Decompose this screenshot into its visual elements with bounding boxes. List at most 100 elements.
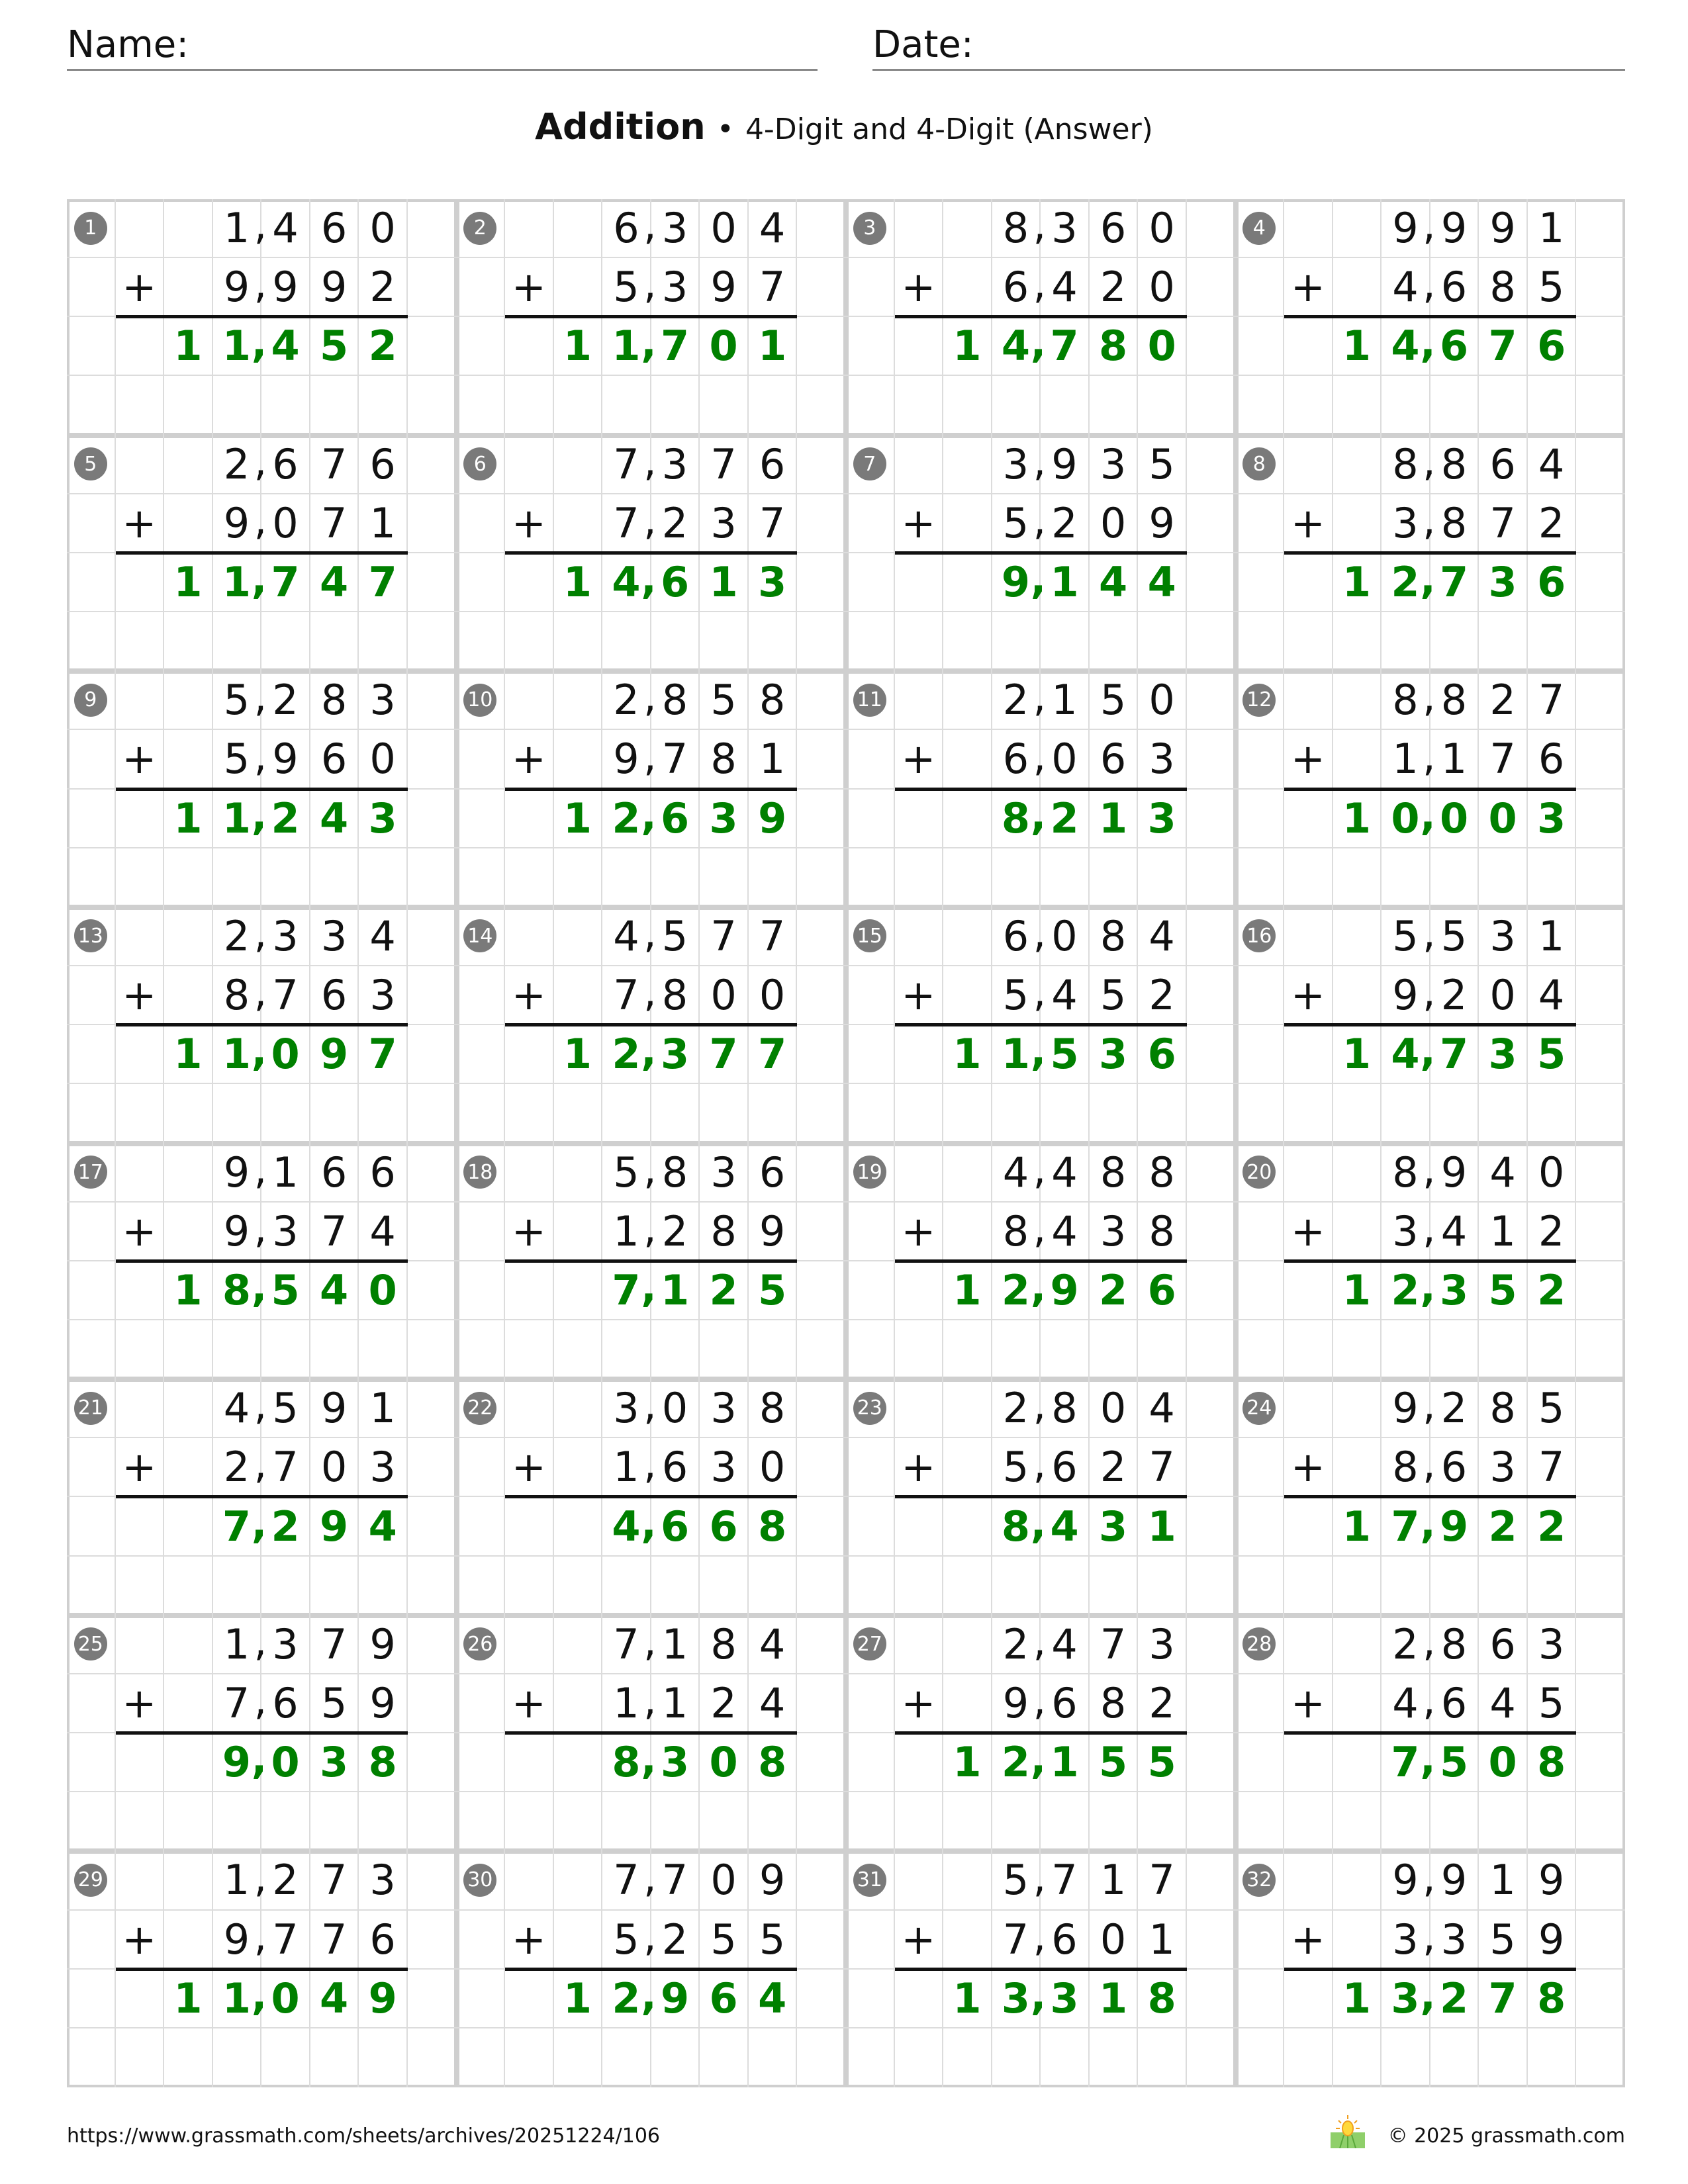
grid-cell bbox=[894, 907, 944, 967]
sum-line bbox=[894, 787, 1187, 791]
addend-top-digit: 9, bbox=[1382, 199, 1436, 259]
grid-cell bbox=[846, 1792, 895, 1852]
addend-bottom-digit: 3 bbox=[1479, 1438, 1528, 1498]
answer-digit: 2 bbox=[1527, 1497, 1577, 1557]
grid-cell bbox=[1284, 612, 1333, 672]
grid-cell bbox=[553, 1202, 603, 1261]
grid-cell bbox=[505, 1320, 554, 1380]
addend-bottom-digit: 7 bbox=[310, 1202, 359, 1261]
grid-cell bbox=[797, 317, 846, 377]
addend-top-digit: 8 bbox=[1138, 1143, 1187, 1203]
date-field[interactable]: Date: bbox=[872, 23, 1625, 71]
problem-27: 27 2, 4 7 3 +9, 6 8 2 1 2, 1 5 5 bbox=[846, 1615, 1236, 1852]
answer-digit: 1 bbox=[164, 1025, 213, 1085]
addend-top-digit: 7 bbox=[651, 1851, 700, 1911]
thousands-comma: , bbox=[643, 731, 657, 780]
name-label: Name: bbox=[67, 23, 189, 66]
grid-cell bbox=[797, 1320, 846, 1379]
grid-cell bbox=[943, 730, 992, 790]
grid-cell bbox=[1284, 1261, 1333, 1320]
grid-cell bbox=[407, 1851, 457, 1911]
sum-line bbox=[505, 1967, 798, 1971]
answer-digit: 9 bbox=[748, 789, 798, 848]
grid-cell: 16 bbox=[1235, 907, 1285, 967]
thousands-comma: , bbox=[254, 1144, 267, 1193]
answer-digit: 1 bbox=[164, 789, 213, 848]
addend-bottom-digit: 7 bbox=[748, 494, 798, 553]
name-field[interactable]: Name: bbox=[67, 23, 818, 71]
grid-cell bbox=[505, 1851, 554, 1911]
grid-cell bbox=[797, 553, 846, 613]
grid-cell: 2 bbox=[456, 199, 506, 259]
sum-line bbox=[894, 551, 1187, 555]
grid-cell bbox=[457, 2028, 506, 2087]
problem-number-badge: 6 bbox=[463, 447, 497, 481]
grid-cell: 6 bbox=[456, 435, 506, 494]
addend-bottom-digit: 7 bbox=[1479, 494, 1528, 553]
addend-bottom-digit: 2 bbox=[1089, 1438, 1139, 1498]
answer-digit: 7 bbox=[261, 553, 310, 613]
addend-bottom-digit: 9 bbox=[310, 258, 359, 318]
answer-digit: 2, bbox=[1382, 1261, 1436, 1320]
date-label: Date: bbox=[872, 23, 974, 66]
plus-sign: + bbox=[115, 730, 165, 790]
answer-digit: 1 bbox=[164, 553, 213, 613]
grid-cell bbox=[115, 1733, 165, 1793]
grid-cell bbox=[943, 1674, 992, 1734]
answer-digit: 5 bbox=[1430, 1733, 1479, 1793]
grid-cell bbox=[67, 1320, 116, 1380]
worksheet-title: Addition • 4-Digit and 4-Digit (Answer) bbox=[0, 106, 1688, 148]
addend-top-digit: 1 bbox=[1479, 1851, 1528, 1911]
grid-cell bbox=[1333, 1556, 1382, 1615]
addend-bottom-digit: 8 bbox=[700, 730, 749, 790]
addend-top-digit: 6 bbox=[310, 199, 359, 259]
grid-cell bbox=[407, 671, 457, 731]
grid-cell: 11 bbox=[846, 671, 895, 731]
grid-cell bbox=[749, 376, 798, 435]
answer-digit: 1 bbox=[1089, 789, 1139, 848]
addend-bottom-digit: 5, bbox=[992, 494, 1046, 553]
addend-bottom-digit: 7 bbox=[261, 1438, 310, 1498]
grid-cell bbox=[894, 1261, 944, 1320]
answer-digit: 6 bbox=[1138, 1261, 1187, 1320]
answer-digit: 7 bbox=[748, 1025, 798, 1085]
grid-cell bbox=[1479, 376, 1528, 435]
answer-digit: 4 bbox=[310, 553, 359, 613]
addend-top-digit: 1 bbox=[261, 1143, 310, 1203]
addend-bottom-digit: 5 bbox=[1527, 1674, 1577, 1734]
grid-cell bbox=[261, 612, 310, 672]
grid-cell bbox=[67, 317, 116, 377]
addend-bottom-digit: 0 bbox=[700, 966, 749, 1026]
grid-cell bbox=[1382, 848, 1430, 907]
addend-top-digit: 5 bbox=[1527, 1379, 1577, 1439]
answer-digit: 1 bbox=[1041, 553, 1090, 613]
grid-cell bbox=[310, 376, 359, 435]
grid-cell: 5 bbox=[67, 435, 116, 494]
problem-20: 20 8, 9 4 0 +3, 4 1 2 1 2, 3 5 2 bbox=[1235, 1143, 1625, 1380]
footer-url[interactable]: https://www.grassmath.com/sheets/archive… bbox=[67, 2124, 661, 2148]
grid-cell: 18 bbox=[456, 1143, 506, 1203]
addend-top-digit: 8 bbox=[310, 671, 359, 731]
grid-cell bbox=[651, 1792, 700, 1852]
addend-bottom-digit: 3 bbox=[700, 494, 749, 553]
grid-cell bbox=[1576, 199, 1625, 259]
grid-cell bbox=[1528, 2028, 1577, 2087]
addend-top-digit: 8 bbox=[1479, 1379, 1528, 1439]
grid-cell: 31 bbox=[846, 1851, 895, 1911]
addend-top-digit: 6 bbox=[1479, 1615, 1528, 1674]
grid-cell bbox=[1284, 1497, 1333, 1557]
grid-cell bbox=[164, 1202, 213, 1261]
grid-cell bbox=[1479, 1320, 1528, 1380]
grid-cell bbox=[846, 789, 895, 848]
grid-cell bbox=[359, 2028, 408, 2087]
addend-bottom-digit: 6 bbox=[1430, 1438, 1479, 1498]
addend-bottom-digit: 1 bbox=[359, 494, 408, 553]
addend-top-digit: 3, bbox=[602, 1379, 657, 1439]
problem-number-badge: 12 bbox=[1243, 683, 1276, 717]
sum-line bbox=[1284, 1731, 1577, 1735]
plus-sign: + bbox=[505, 966, 554, 1026]
addend-top-digit: 0 bbox=[700, 1851, 749, 1911]
grid-cell bbox=[846, 494, 895, 553]
grid-cell bbox=[116, 612, 165, 672]
addend-top-digit: 4 bbox=[1527, 435, 1577, 494]
